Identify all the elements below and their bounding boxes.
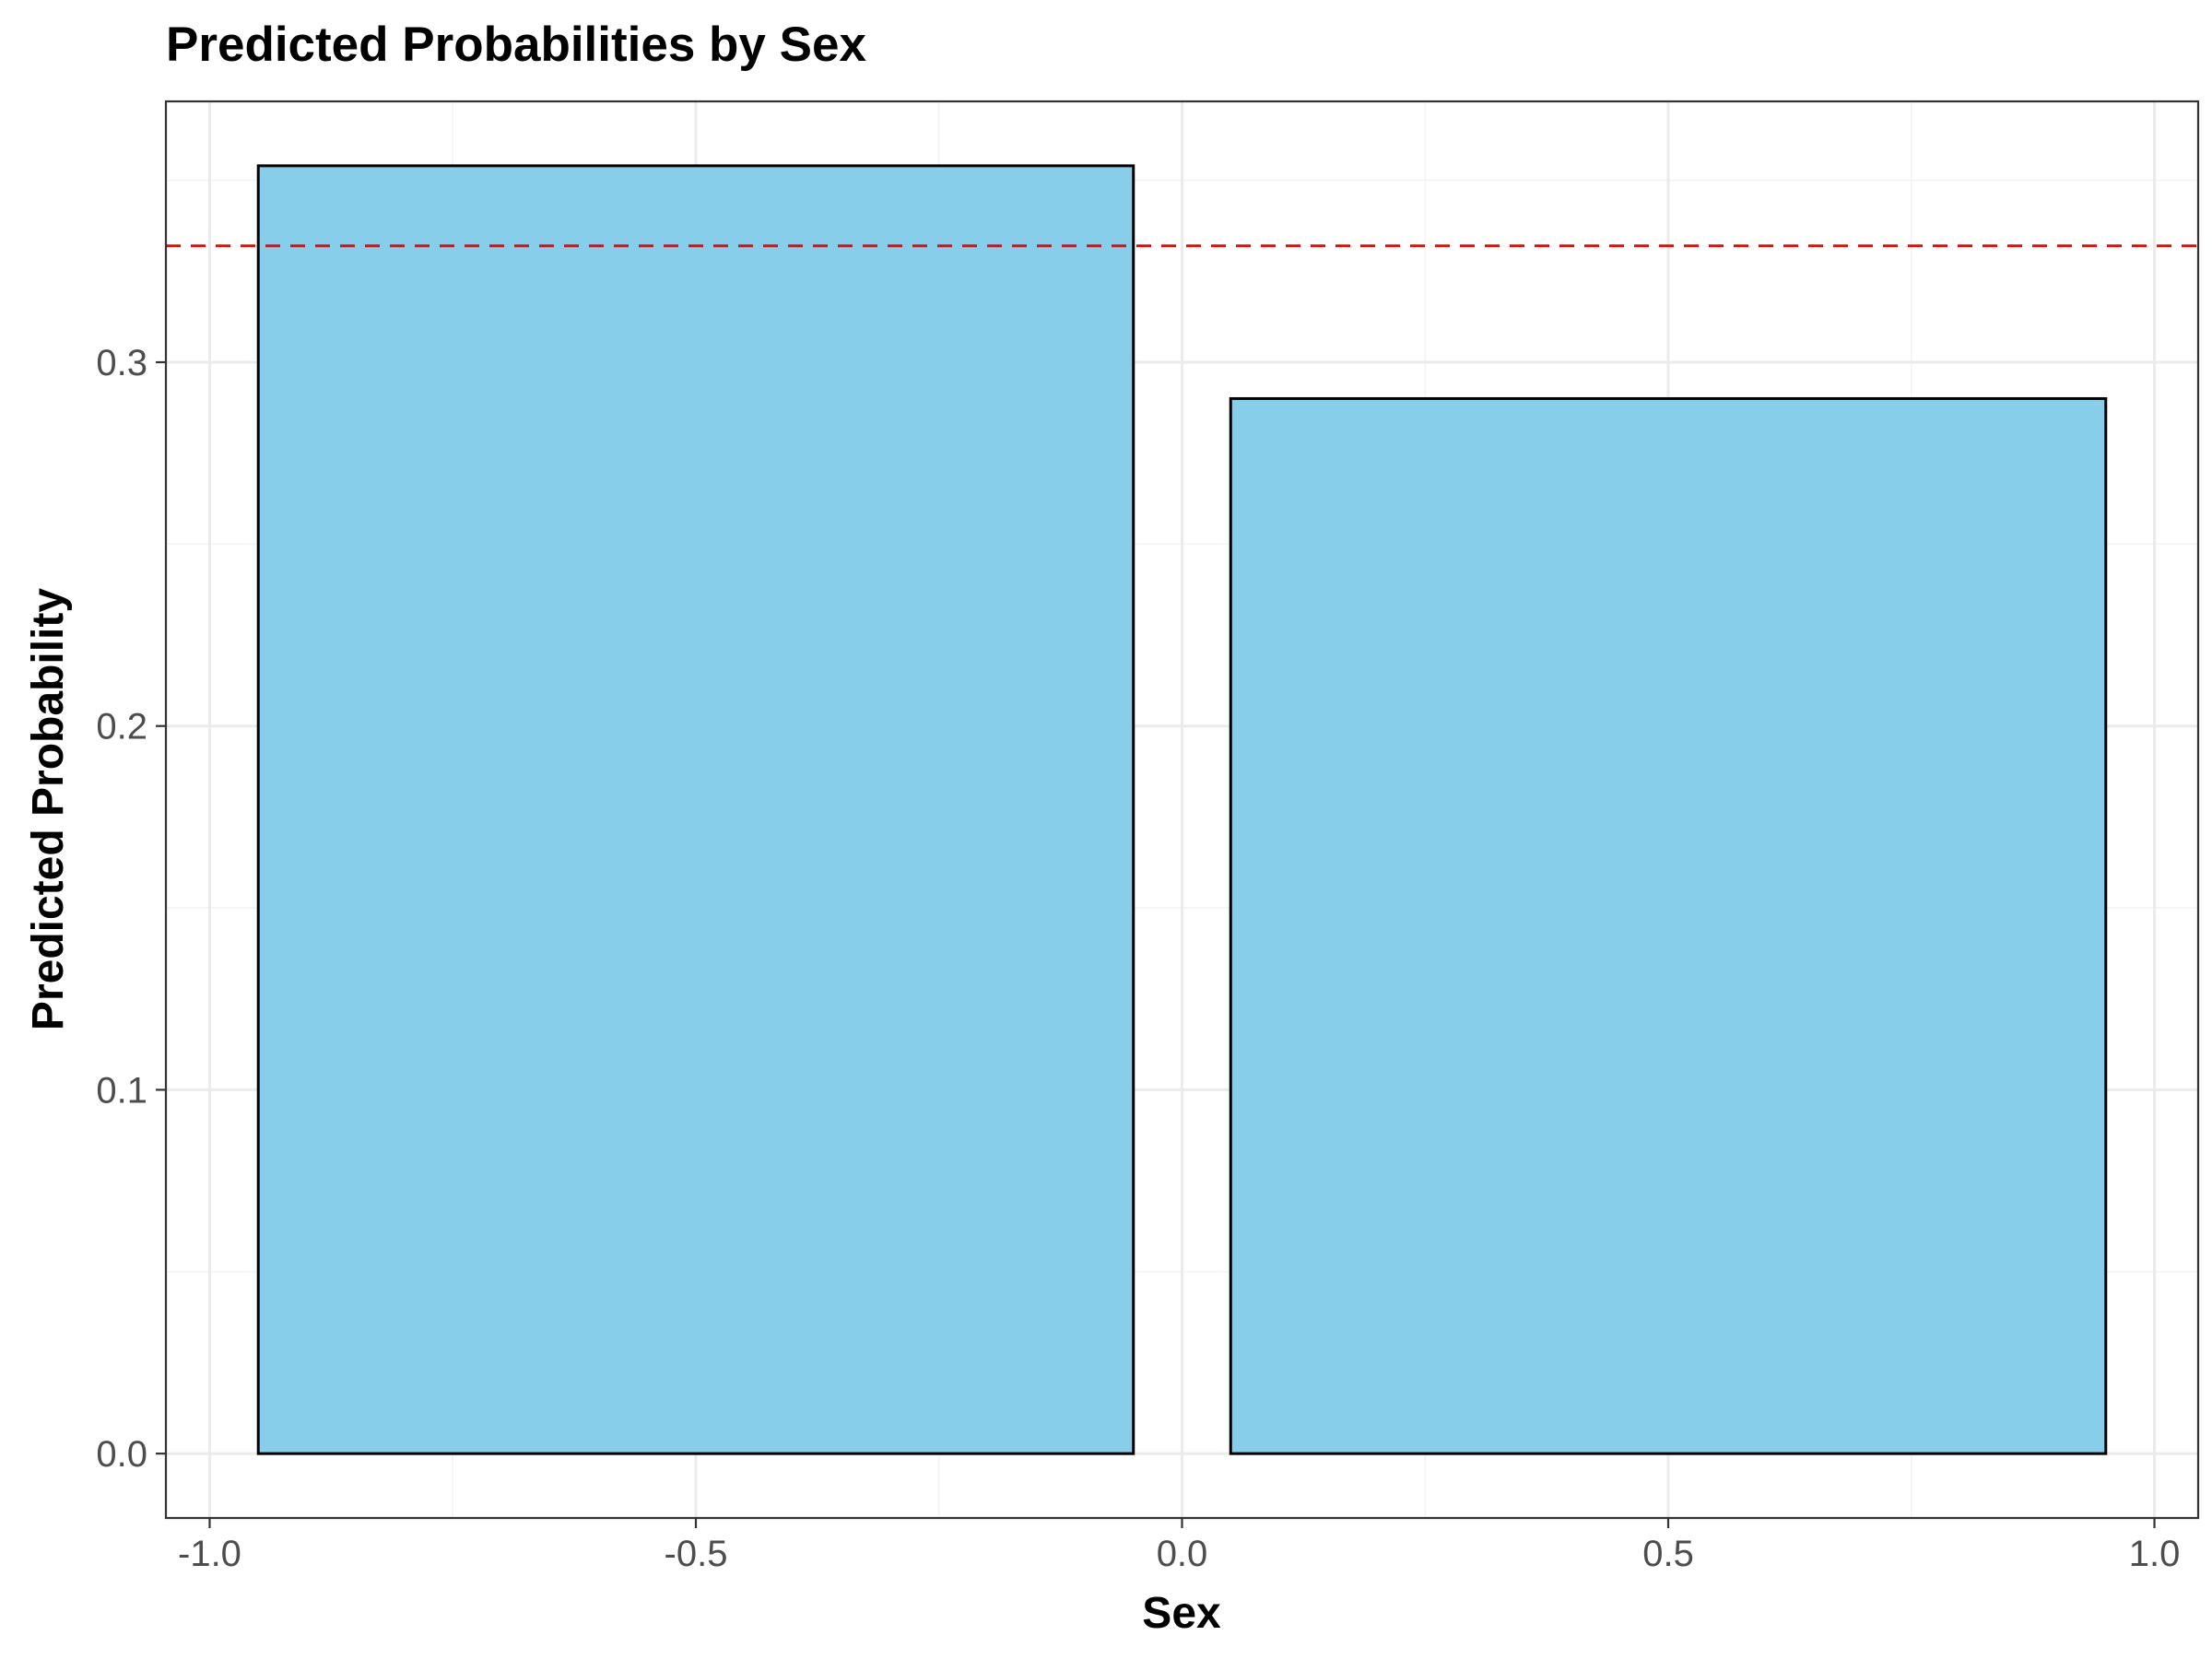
- y-axis-title: Predicted Probability: [24, 588, 73, 1030]
- bars: [256, 164, 2108, 1455]
- y-tick-label: 0.0: [96, 1434, 147, 1475]
- bar: [1229, 396, 2108, 1455]
- x-tick-label: 0.5: [1642, 1534, 1694, 1574]
- x-tick-label: 0.0: [1157, 1534, 1208, 1574]
- x-tick-label: -0.5: [665, 1534, 728, 1574]
- x-tick-label: 1.0: [2129, 1534, 2181, 1574]
- y-axis-ticks: 0.0 0.1 0.2 0.3: [96, 343, 166, 1475]
- y-tick-label: 0.3: [96, 343, 147, 383]
- bar: [256, 164, 1135, 1455]
- x-axis-title: Sex: [1142, 1589, 1221, 1638]
- x-tick-label: -1.0: [178, 1534, 241, 1574]
- y-tick-label: 0.2: [96, 707, 147, 747]
- y-tick-label: 0.1: [96, 1070, 147, 1111]
- x-axis-ticks: -1.0 -0.5 0.0 0.5 1.0: [178, 1518, 2180, 1574]
- chart-title: Predicted Probabilities by Sex: [166, 18, 866, 72]
